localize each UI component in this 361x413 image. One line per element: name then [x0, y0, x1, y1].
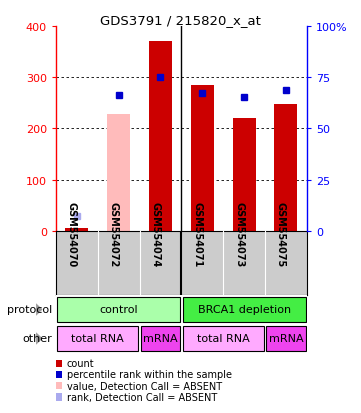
Text: mRNA: mRNA	[143, 334, 178, 344]
Text: control: control	[99, 305, 138, 315]
Bar	[191, 228, 214, 231]
Bar	[183, 326, 264, 351]
Bar	[266, 326, 306, 351]
Bar	[57, 326, 138, 351]
Bar	[274, 228, 297, 231]
Bar	[232, 119, 256, 231]
Bar	[191, 86, 214, 231]
Text: GSM554075: GSM554075	[276, 202, 286, 267]
Text: mRNA: mRNA	[269, 334, 303, 344]
Text: GDS3791 / 215820_x_at: GDS3791 / 215820_x_at	[100, 14, 261, 27]
Text: BRCA1 depletion: BRCA1 depletion	[197, 305, 291, 315]
Text: percentile rank within the sample: percentile rank within the sample	[67, 370, 232, 380]
Bar	[141, 326, 180, 351]
Bar	[183, 297, 306, 323]
Text: GSM554071: GSM554071	[192, 202, 202, 267]
Text: protocol: protocol	[7, 305, 52, 315]
Bar	[274, 104, 297, 231]
Polygon shape	[36, 304, 43, 316]
Bar	[232, 228, 256, 231]
Text: total RNA: total RNA	[71, 334, 124, 344]
Polygon shape	[36, 332, 43, 345]
Text: count: count	[67, 358, 95, 368]
Text: value, Detection Call = ABSENT: value, Detection Call = ABSENT	[67, 381, 222, 391]
Bar	[107, 115, 130, 231]
Text: GSM554074: GSM554074	[151, 202, 161, 267]
Text: GSM554072: GSM554072	[109, 202, 119, 267]
Text: GSM554070: GSM554070	[67, 202, 77, 267]
Bar	[65, 228, 88, 231]
Text: total RNA: total RNA	[197, 334, 249, 344]
Text: GSM554073: GSM554073	[234, 202, 244, 267]
Text: other: other	[23, 334, 52, 344]
Bar	[149, 42, 172, 231]
Text: rank, Detection Call = ABSENT: rank, Detection Call = ABSENT	[67, 392, 217, 402]
Bar	[57, 297, 180, 323]
